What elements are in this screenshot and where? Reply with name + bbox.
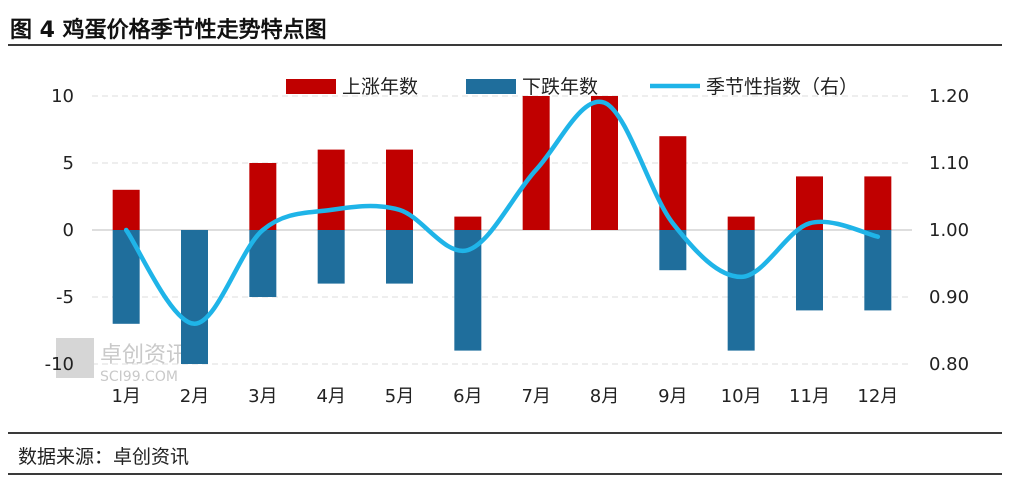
grid-lines — [92, 95, 912, 365]
watermark-site: SCI99.COM — [100, 369, 178, 385]
left-tick-0: 10 — [51, 86, 74, 107]
legend-swatch-1 — [466, 79, 516, 94]
x-tick-12: 12月 — [857, 386, 898, 407]
bar-fall-5 — [386, 230, 413, 284]
bar-rise-9 — [659, 136, 687, 230]
x-tick-1: 1月 — [111, 386, 140, 407]
right-axis: 1.20 1.10 1.00 0.90 0.80 — [929, 86, 969, 375]
legend-label-1: 下跌年数 — [522, 76, 598, 98]
x-tick-2: 2月 — [180, 386, 209, 407]
bar-fall-2 — [181, 230, 208, 364]
bar-rise-12 — [864, 176, 892, 230]
right-tick-0: 1.20 — [929, 86, 969, 107]
bar-fall-12 — [864, 230, 892, 311]
left-tick-4: -10 — [45, 354, 74, 375]
legend-swatch-0 — [286, 79, 336, 94]
figure-title: 图 4 鸡蛋价格季节性走势特点图 — [10, 18, 327, 43]
legend-label-2: 季节性指数（右） — [706, 76, 858, 98]
left-tick-2: 0 — [63, 220, 74, 241]
bar-rise-5 — [386, 149, 413, 230]
x-tick-11: 11月 — [789, 386, 830, 407]
watermark-logo: 卓创资讯 SCI99.COM — [56, 338, 188, 385]
right-tick-4: 0.80 — [929, 354, 969, 375]
bar-fall-10 — [727, 230, 755, 351]
bottom-rule — [8, 473, 1002, 475]
x-tick-4: 4月 — [316, 386, 345, 407]
watermark-name: 卓创资讯 — [100, 343, 188, 368]
index-line — [123, 99, 881, 327]
left-tick-1: 5 — [63, 153, 74, 174]
bar-fall-4 — [317, 230, 345, 284]
bar-rise-4 — [317, 149, 345, 230]
bar-rise-3 — [249, 163, 277, 230]
left-tick-3: -5 — [56, 287, 74, 308]
left-axis: 10 5 0 -5 -10 — [45, 86, 74, 375]
bar-fall-11 — [796, 230, 823, 311]
bar-rise-10 — [727, 216, 755, 230]
bar-rise-6 — [454, 216, 482, 230]
bars — [112, 96, 892, 364]
x-tick-7: 7月 — [521, 386, 550, 407]
seasonal-index-line — [123, 99, 881, 327]
right-tick-2: 1.00 — [929, 220, 969, 241]
x-axis: 1月 2月 3月 4月 5月 6月 7月 8月 9月 10月 11月 12月 — [111, 386, 898, 407]
x-tick-9: 9月 — [658, 386, 687, 407]
x-tick-10: 10月 — [721, 386, 762, 407]
bar-rise-1 — [112, 189, 140, 230]
source-rule — [8, 432, 1002, 434]
x-tick-3: 3月 — [248, 386, 277, 407]
legend: 上涨年数 下跌年数 季节性指数（右） — [286, 76, 858, 98]
x-tick-8: 8月 — [590, 386, 619, 407]
x-tick-6: 6月 — [453, 386, 482, 407]
legend-label-0: 上涨年数 — [342, 76, 418, 98]
bar-rise-7 — [522, 96, 550, 230]
title-rule — [8, 44, 1002, 46]
source-note: 数据来源：卓创资讯 — [18, 446, 190, 468]
watermark-icon — [56, 338, 94, 378]
right-tick-1: 1.10 — [929, 153, 969, 174]
right-tick-3: 0.90 — [929, 287, 969, 308]
bar-rise-8 — [591, 96, 618, 230]
x-tick-5: 5月 — [385, 386, 414, 407]
